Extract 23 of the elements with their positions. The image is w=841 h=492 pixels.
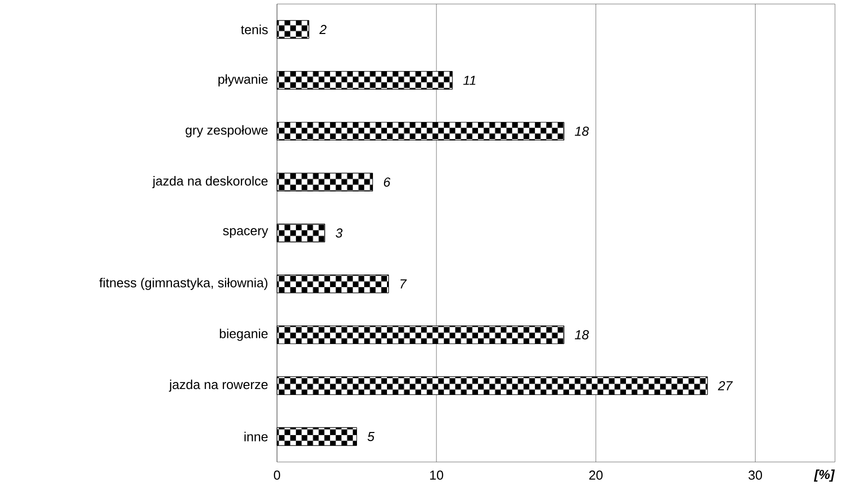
data-label: 2 (319, 24, 326, 34)
y-tick-label: fitness (gimnastyka, siłownia) (99, 278, 268, 290)
data-label: 5 (368, 432, 375, 442)
data-label: 18 (574, 330, 589, 340)
x-tick-label: 20 (589, 470, 603, 480)
data-label: 6 (384, 178, 390, 187)
x-axis-title: [%] (814, 470, 835, 482)
y-tick-label: inne (244, 432, 268, 442)
data-label: 18 (574, 126, 589, 136)
data-label: 7 (400, 279, 407, 288)
y-tick-label: tenis (240, 24, 268, 34)
x-tick-label: 30 (748, 470, 762, 480)
y-tick-label: jazda na rowerze (168, 380, 268, 392)
y-tick-label: jazda na deskorolce (152, 176, 268, 188)
x-tick-label: 0 (274, 470, 280, 480)
y-tick-label: gry zespołowe (186, 125, 268, 138)
data-label: 11 (463, 76, 476, 85)
data-label: 3 (336, 228, 342, 238)
y-tick-label: bieganie (220, 328, 268, 341)
y-tick-label: spacery (223, 228, 268, 238)
data-label: 27 (718, 381, 733, 390)
x-tick-label: 10 (430, 470, 444, 480)
y-tick-label: pływanie (218, 74, 268, 86)
